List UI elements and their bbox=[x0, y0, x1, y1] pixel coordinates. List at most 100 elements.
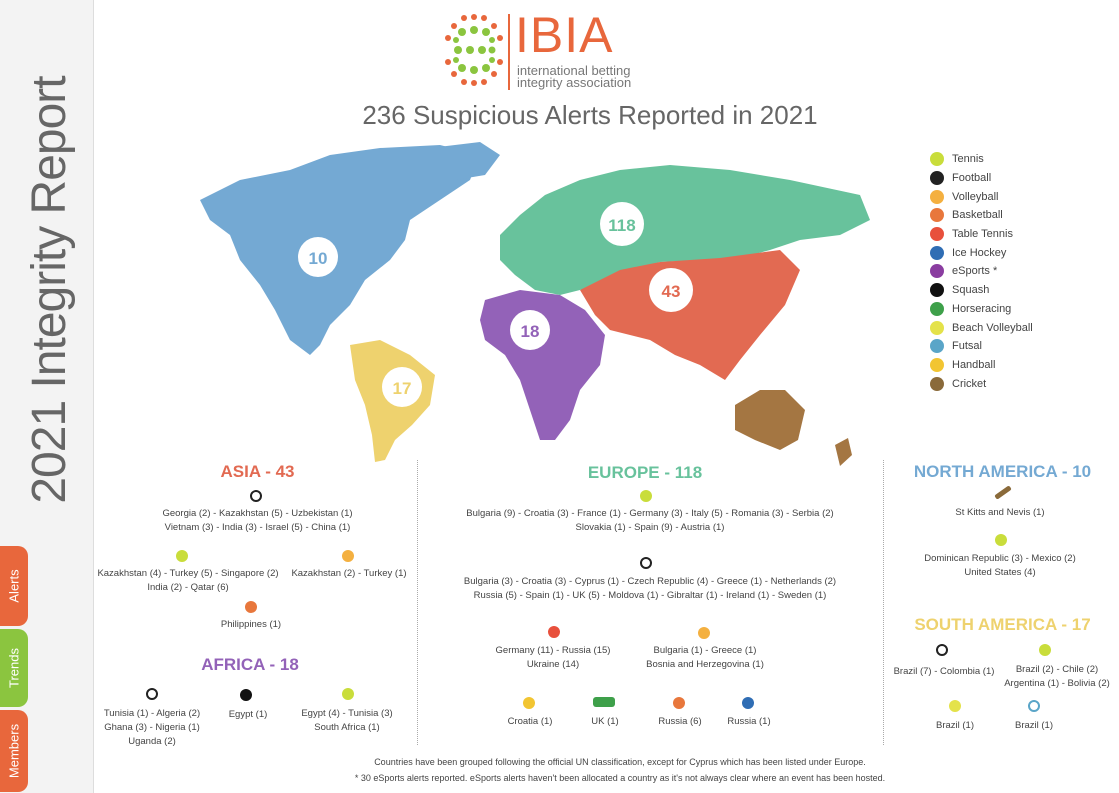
europe-football-line: Russia (5) - Spain (1) - UK (5) - Moldov… bbox=[473, 590, 827, 601]
logo-tagline-1: international betting bbox=[517, 63, 631, 78]
europe-table-tennis-text: Germany (11) - Russia (15) Ukraine (14) bbox=[478, 644, 628, 672]
horse-icon bbox=[930, 301, 944, 316]
squash-ball-icon bbox=[930, 283, 944, 298]
legend-item: Basketball bbox=[930, 206, 1110, 225]
divider bbox=[417, 460, 418, 745]
south-america-tennis-line: Brazil (2) - Chile (2) bbox=[1015, 664, 1099, 675]
asia-football-text: Georgia (2) - Kazakhstan (5) - Uzbekista… bbox=[110, 507, 405, 535]
region-badge-africa: 18 bbox=[510, 310, 550, 350]
logo-tagline: international betting integrity associati… bbox=[517, 63, 632, 90]
table-tennis-icon bbox=[548, 626, 560, 638]
legend-item: Football bbox=[930, 169, 1110, 188]
world-map: 10 118 43 18 17 bbox=[200, 142, 870, 466]
europe-title: EUROPE - 118 bbox=[587, 463, 703, 482]
europe-tennis-line: Bulgaria (9) - Croatia (3) - France (1) … bbox=[466, 508, 834, 519]
footnote-line-1: Countries have been grouped following th… bbox=[374, 757, 866, 767]
page-headline: 236 Suspicious Alerts Reported in 2021 bbox=[362, 100, 818, 130]
tennis-ball-icon bbox=[930, 152, 944, 167]
europe-football-line: Bulgaria (3) - Croatia (3) - Cyprus (1) … bbox=[463, 576, 837, 587]
africa-squash-text: Egypt (1) bbox=[228, 709, 268, 720]
logo-tagline-2: integrity association bbox=[517, 75, 632, 90]
divider bbox=[883, 460, 884, 745]
tab-alerts[interactable]: Alerts bbox=[0, 546, 28, 626]
south-america-title: SOUTH AMERICA - 17 bbox=[914, 615, 1091, 634]
europe-basketball-text: Russia (6) bbox=[658, 716, 702, 727]
africa-football-line: Ghana (3) - Nigeria (1) bbox=[104, 722, 200, 733]
legend-item: Beach Volleyball bbox=[930, 318, 1110, 337]
legend-item: Volleyball bbox=[930, 187, 1110, 206]
handball-icon bbox=[523, 697, 535, 709]
legend-item: Ice Hockey bbox=[930, 243, 1110, 262]
svg-text:118: 118 bbox=[608, 216, 635, 235]
legend-item: Horseracing bbox=[930, 300, 1110, 319]
gamepad-icon bbox=[930, 264, 944, 279]
north-america-tennis-text: Dominican Republic (3) - Mexico (2) Unite… bbox=[905, 552, 1095, 580]
football-icon bbox=[930, 171, 944, 186]
legend-label: Basketball bbox=[952, 209, 1003, 222]
legend-label: Horseracing bbox=[952, 302, 1012, 315]
football-icon bbox=[640, 557, 652, 569]
europe-tennis-text: Bulgaria (9) - Croatia (3) - France (1) … bbox=[430, 507, 870, 535]
africa-football-text: Tunisia (1) - Algeria (2) Ghana (3) - Nig… bbox=[92, 707, 212, 749]
asia-football-line: Vietnam (3) - India (3) - Israel (5) - C… bbox=[164, 522, 351, 533]
europe-handball-text: Croatia (1) bbox=[507, 716, 553, 727]
legend-label: Ice Hockey bbox=[952, 246, 1007, 259]
beach-volleyball-icon bbox=[930, 320, 944, 335]
volleyball-icon bbox=[698, 627, 710, 639]
legend-label: Handball bbox=[952, 358, 996, 371]
europe-football-text: Bulgaria (3) - Croatia (3) - Cyprus (1) … bbox=[430, 575, 870, 603]
legend-label: Cricket bbox=[952, 377, 987, 390]
south-america-tennis-line: Argentina (1) - Bolivia (2) bbox=[1004, 678, 1110, 689]
asia-tennis-text: Kazakhstan (4) - Turkey (5) - Singapore … bbox=[97, 567, 279, 595]
footnote-line-2: * 30 eSports alerts reported. eSports al… bbox=[354, 773, 886, 783]
north-america-tennis-line: United States (4) bbox=[964, 567, 1036, 578]
legend-label: Squash bbox=[952, 284, 990, 297]
africa-tennis-line: Egypt (4) - Tunisia (3) bbox=[301, 708, 393, 719]
asia-basketball-text: Philippines (1) bbox=[220, 619, 282, 630]
horse-icon bbox=[593, 697, 615, 707]
legend-label: Football bbox=[952, 172, 992, 185]
legend-item: eSports * bbox=[930, 262, 1110, 281]
legend-label: eSports * bbox=[952, 265, 998, 278]
tennis-ball-icon bbox=[1039, 644, 1051, 656]
legend-item: Tennis bbox=[930, 150, 1110, 169]
logo-divider bbox=[508, 14, 510, 90]
oceania-region bbox=[735, 390, 805, 450]
basketball-icon bbox=[673, 697, 685, 709]
futsal-icon bbox=[1028, 700, 1040, 712]
tennis-ball-icon bbox=[342, 688, 354, 700]
africa-tennis-line: South Africa (1) bbox=[314, 722, 380, 733]
futsal-icon bbox=[930, 339, 944, 354]
svg-text:18: 18 bbox=[521, 322, 540, 341]
north-america-title: NORTH AMERICA - 10 bbox=[913, 462, 1092, 481]
legend-label: Futsal bbox=[952, 340, 982, 353]
football-icon bbox=[146, 688, 158, 700]
tab-trends[interactable]: Trends bbox=[0, 629, 28, 707]
squash-ball-icon bbox=[240, 689, 252, 701]
legend-item: Cricket bbox=[930, 374, 1110, 393]
logo-mark-icon bbox=[445, 14, 503, 86]
europe-volleyball-line: Bosnia and Herzegovina (1) bbox=[646, 659, 764, 670]
sport-legend: Tennis Football Volleyball Basketball Table … bbox=[930, 150, 1110, 393]
region-badge-south-america: 17 bbox=[382, 367, 422, 407]
europe-ice-hockey-text: Russia (1) bbox=[727, 716, 771, 727]
legend-item: Handball bbox=[930, 356, 1110, 375]
svg-text:10: 10 bbox=[309, 249, 328, 268]
logo-wordmark: IBIA bbox=[515, 7, 614, 63]
greenland bbox=[430, 142, 500, 180]
sidebar: 2021 Integrity Report Alerts Trends Memb… bbox=[0, 0, 94, 793]
south-america-football-text: Brazil (7) - Colombia (1) bbox=[893, 666, 995, 677]
report-title: 2021 Integrity Report bbox=[23, 76, 76, 504]
legend-item: Futsal bbox=[930, 337, 1110, 356]
africa-tennis-text: Egypt (4) - Tunisia (3) South Africa (1) bbox=[295, 707, 399, 735]
svg-text:17: 17 bbox=[393, 379, 412, 398]
tab-members[interactable]: Members bbox=[0, 710, 28, 792]
tab-alerts-label: Alerts bbox=[6, 569, 22, 603]
table-tennis-icon bbox=[930, 227, 944, 242]
africa-title: AFRICA - 18 bbox=[201, 655, 299, 674]
tennis-ball-icon bbox=[640, 490, 652, 502]
svg-text:43: 43 bbox=[662, 282, 681, 301]
beach-volleyball-icon bbox=[949, 700, 961, 712]
europe-volleyball-text: Bulgaria (1) - Greece (1) Bosnia and Herz… bbox=[640, 644, 770, 672]
south-america-tennis-text: Brazil (2) - Chile (2) Argentina (1) - Bo… bbox=[1000, 663, 1114, 691]
